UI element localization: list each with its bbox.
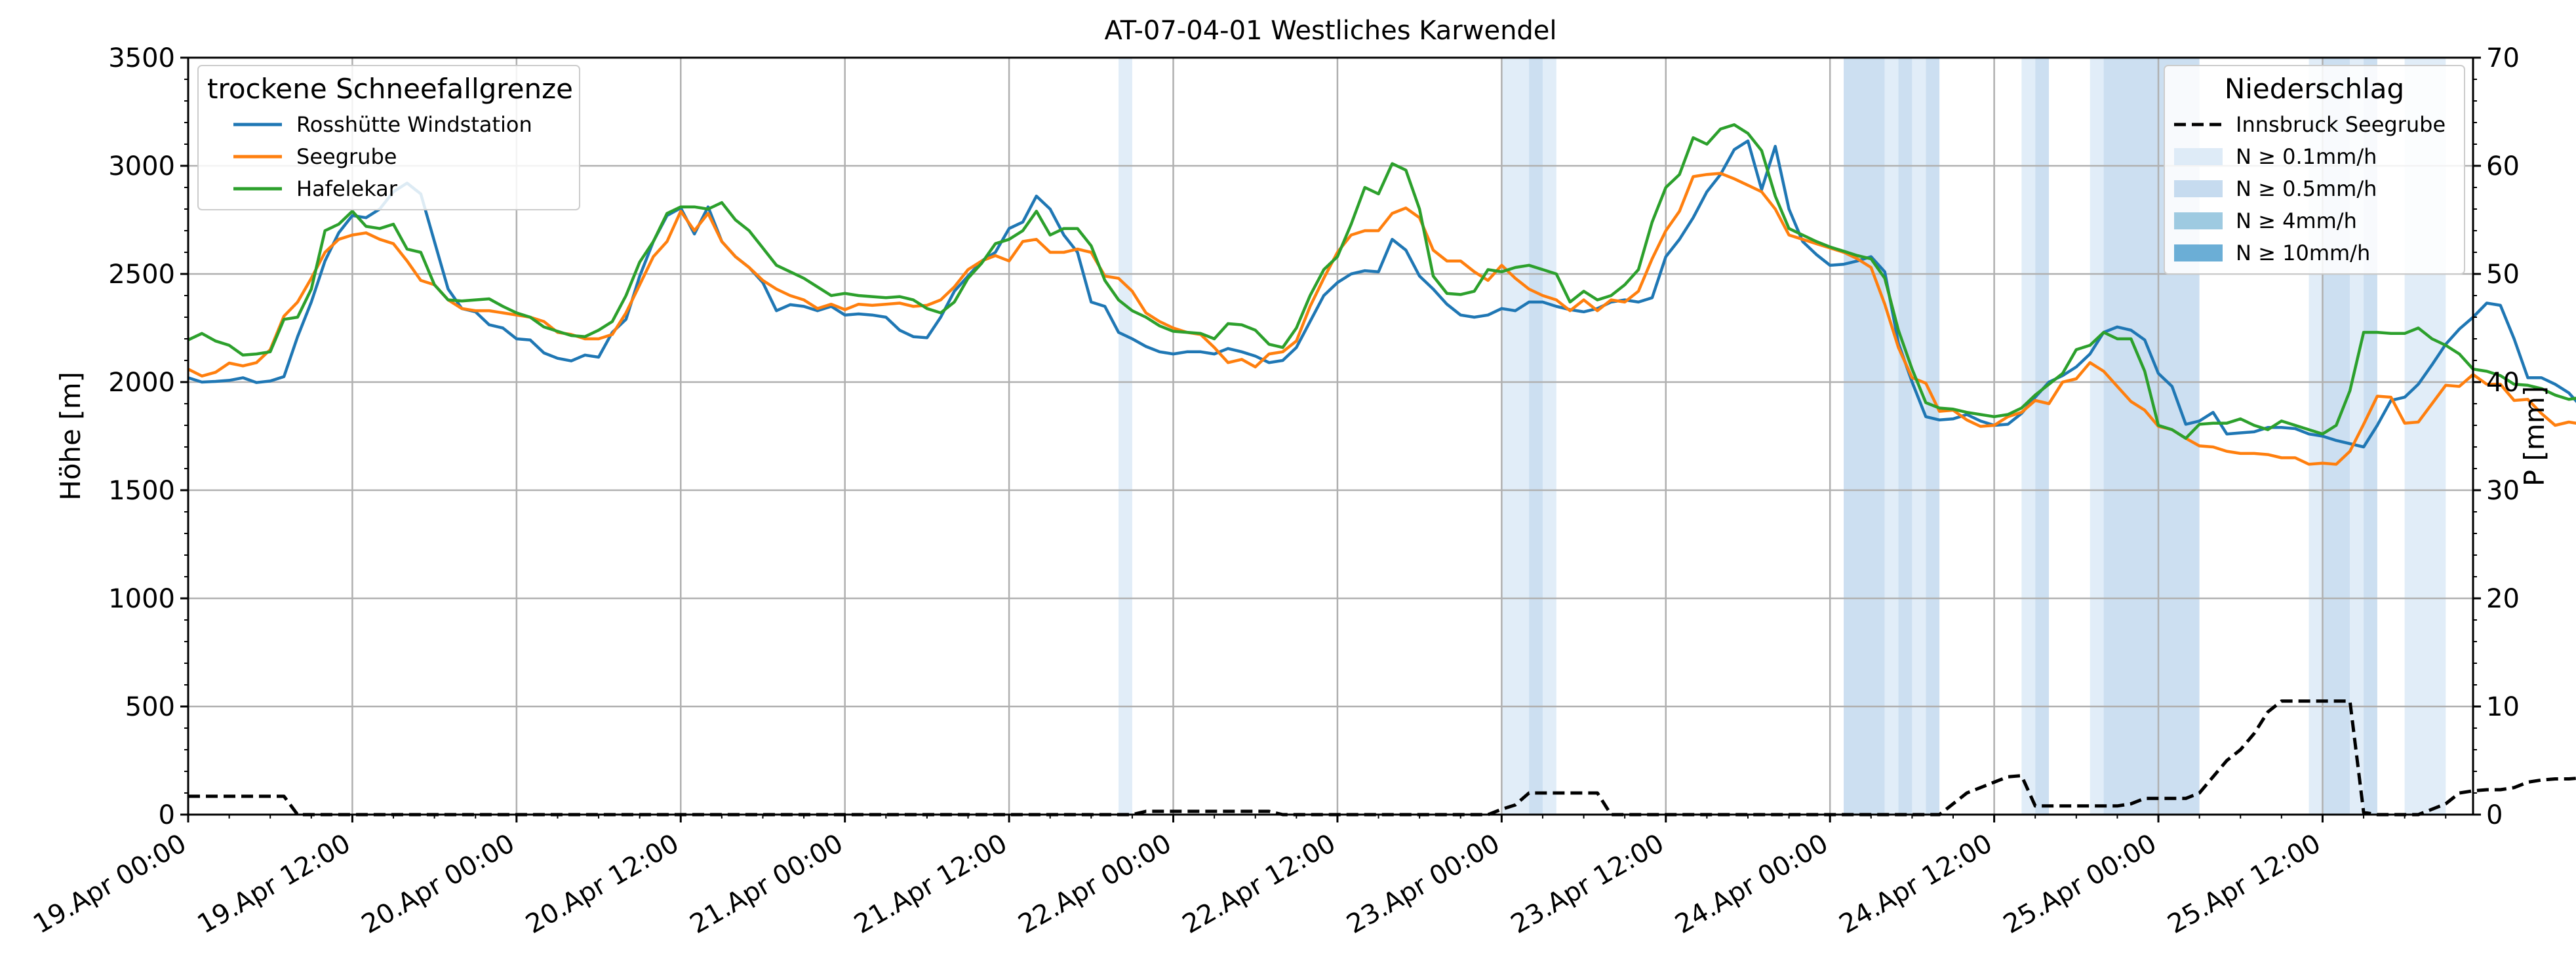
legend-swatch-band: [2174, 148, 2223, 165]
legend-snowfall-limit: trockene Schneefallgrenze Rosshütte Wind…: [197, 65, 580, 210]
y2-tick-label: 30: [2486, 476, 2520, 506]
y-tick-label: 2000: [108, 368, 175, 398]
y-tick-label: 1000: [108, 584, 175, 614]
legend-entry-label: Seegrube: [296, 144, 397, 169]
y2-tick-label: 50: [2486, 260, 2520, 290]
precip-band: [2021, 58, 2036, 815]
y-axis-label: Höhe [m]: [54, 372, 87, 501]
y2-tick-label: 20: [2486, 584, 2520, 614]
legend-precipitation: Niederschlag Innsbruck Seegrube N ≥ 0.1mm…: [2164, 65, 2465, 275]
precip-band: [1542, 58, 1556, 815]
legend-box: [2164, 65, 2465, 275]
legend-swatch-band: [2174, 244, 2223, 261]
precip-band: [2090, 58, 2104, 815]
precip-band: [2035, 58, 2050, 815]
y-tick-label: 2500: [108, 260, 175, 290]
precip-band: [1119, 58, 1132, 815]
precip-band: [1884, 58, 1899, 815]
legend-title: trockene Schneefallgrenze: [207, 73, 573, 105]
y-tick-label: 3000: [108, 151, 175, 182]
legend-entry-label: N ≥ 10mm/h: [2236, 241, 2370, 265]
y2-axis-label: P [mm]: [2518, 386, 2550, 486]
precip-band: [1926, 58, 1940, 815]
y-tick-label: 3500: [108, 43, 175, 73]
y2-tick-label: 0: [2486, 800, 2503, 830]
y-tick-label: 0: [159, 800, 175, 830]
precip-band: [1898, 58, 1912, 815]
y2-tick-label: 40: [2486, 368, 2520, 398]
series-line-2: [188, 123, 2576, 440]
y-tick-label: 500: [125, 692, 175, 722]
legend-entry-label: Rosshütte Windstation: [296, 112, 532, 137]
legend-entry-label: N ≥ 4mm/h: [2236, 208, 2357, 233]
precip-band: [1844, 58, 1885, 815]
legend-box: [197, 65, 580, 210]
series-line-0: [188, 139, 2576, 449]
legend-entry-label: Innsbruck Seegrube: [2236, 112, 2446, 137]
y2-tick-label: 60: [2486, 151, 2520, 182]
legend-entry-label: N ≥ 0.5mm/h: [2236, 176, 2377, 201]
legend-swatch-band: [2174, 212, 2223, 229]
precip-band: [1529, 58, 1543, 815]
y2-tick-label: 10: [2486, 692, 2520, 722]
legend-swatch-band: [2174, 180, 2223, 197]
precip-band: [1501, 58, 1530, 815]
legend-title: Niederschlag: [2225, 73, 2404, 105]
precip-band: [1912, 58, 1926, 815]
chart-title: AT-07-04-01 Westliches Karwendel: [1104, 16, 1556, 46]
y2-tick-label: 70: [2486, 43, 2520, 73]
legend-entry-label: N ≥ 0.1mm/h: [2236, 144, 2377, 169]
y-tick-label: 1500: [108, 476, 175, 506]
series-line-1: [187, 172, 2576, 466]
legend-entry-label: Hafelekar: [296, 176, 398, 201]
plot-frame: [187, 56, 2474, 816]
